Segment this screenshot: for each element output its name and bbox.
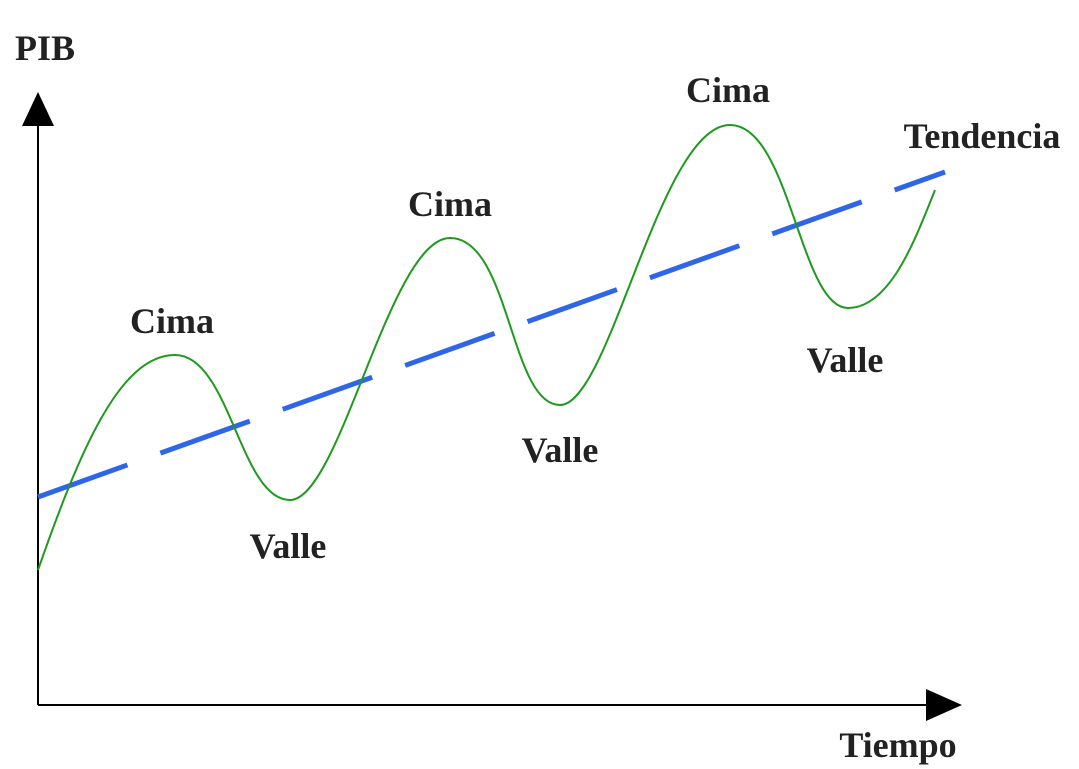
valley-label: Valle [522, 430, 599, 470]
peak-label: Cima [686, 70, 770, 110]
valley-label: Valle [807, 340, 884, 380]
valley-label: Valle [250, 526, 327, 566]
y-axis-arrow [22, 92, 54, 126]
x-axis-label: Tiempo [839, 725, 956, 765]
trend-line [37, 169, 946, 500]
x-axis-arrow [926, 689, 962, 721]
peak-label: Cima [408, 184, 492, 224]
peak-label: Cima [130, 301, 214, 341]
y-axis-label: PIB [15, 28, 75, 68]
trend-label: Tendencia [904, 116, 1061, 156]
cycle-curve [37, 123, 936, 571]
